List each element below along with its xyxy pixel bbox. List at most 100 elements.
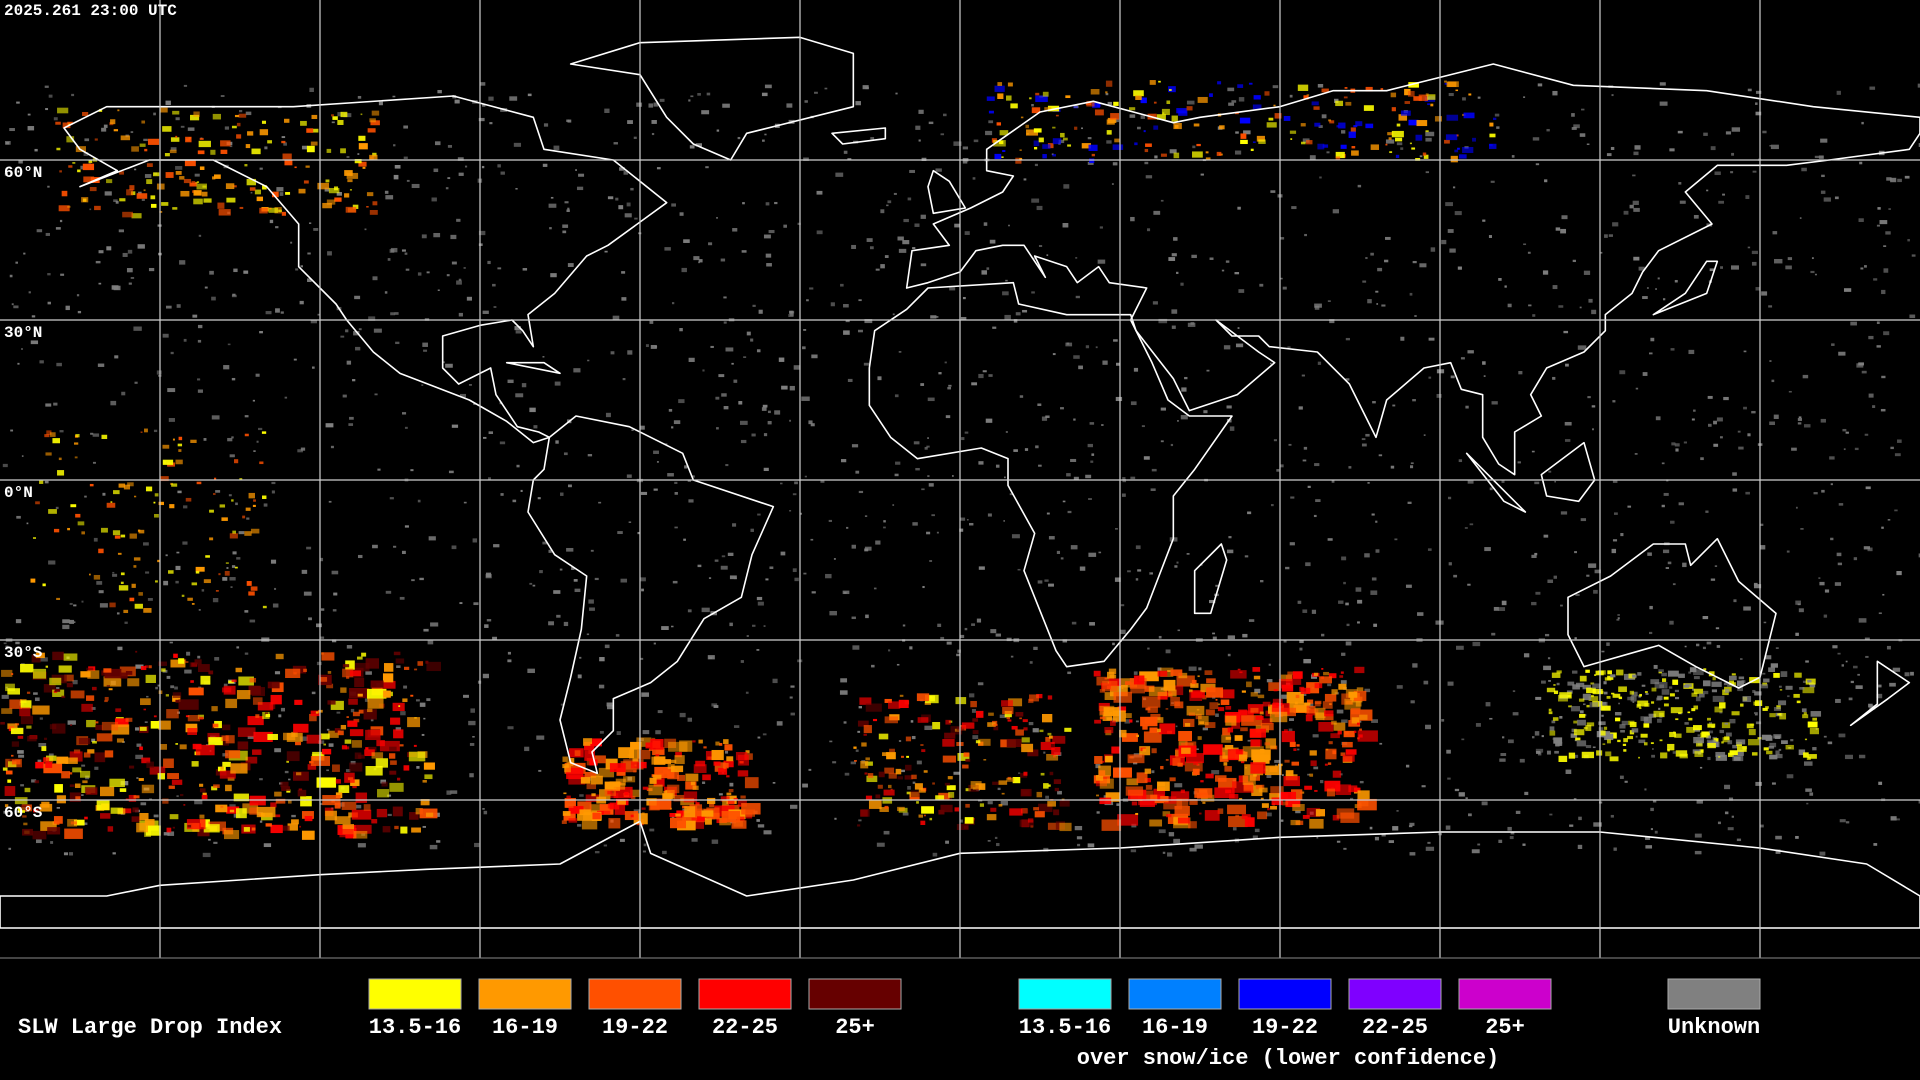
cloud-pixel xyxy=(75,796,81,801)
cloud-pixel xyxy=(303,180,309,184)
cloud-pixel xyxy=(340,111,348,118)
cloud-pixel xyxy=(1702,680,1711,687)
cloud-pixel xyxy=(1541,680,1546,684)
cloud-pixel xyxy=(399,744,404,747)
cloud-pixel xyxy=(672,580,678,584)
cloud-pixel xyxy=(175,459,183,465)
cloud-pixel xyxy=(1166,100,1171,105)
cloud-pixel xyxy=(218,573,221,576)
cloud-pixel xyxy=(512,499,517,503)
cloud-pixel xyxy=(1586,143,1590,146)
cloud-pixel xyxy=(1409,292,1413,296)
cloud-pixel xyxy=(563,813,576,821)
cloud-pixel xyxy=(1119,729,1127,738)
cloud-pixel xyxy=(1858,754,1866,759)
cloud-pixel xyxy=(766,263,772,267)
cloud-pixel xyxy=(36,229,43,233)
cloud-pixel xyxy=(514,326,521,331)
cloud-pixel xyxy=(1310,760,1317,767)
cloud-pixel xyxy=(1033,257,1037,260)
cloud-pixel xyxy=(326,199,336,205)
cloud-pixel xyxy=(1173,838,1181,844)
cloud-pixel xyxy=(1751,752,1758,756)
cloud-pixel xyxy=(1188,689,1193,693)
cloud-pixel xyxy=(239,109,243,113)
cloud-pixel xyxy=(1127,570,1131,573)
cloud-pixel xyxy=(367,128,376,133)
cloud-pixel xyxy=(1650,337,1655,342)
cloud-pixel xyxy=(1122,477,1126,480)
cloud-pixel xyxy=(1845,431,1849,434)
cloud-pixel xyxy=(721,393,727,397)
cloud-pixel xyxy=(1708,722,1713,725)
cloud-pixel xyxy=(1654,830,1658,834)
cloud-pixel xyxy=(1047,695,1053,700)
cloud-pixel xyxy=(1174,125,1179,129)
cloud-pixel xyxy=(564,765,571,773)
cloud-pixel xyxy=(762,404,768,408)
cloud-pixel xyxy=(344,193,350,198)
cloud-pixel xyxy=(335,779,341,784)
cloud-pixel xyxy=(346,676,350,679)
cloud-pixel xyxy=(1090,460,1094,463)
cloud-pixel xyxy=(917,717,929,723)
cloud-pixel xyxy=(723,406,729,410)
cloud-pixel xyxy=(654,345,658,348)
cloud-pixel xyxy=(1447,777,1451,780)
cloud-pixel xyxy=(234,114,240,118)
cloud-pixel xyxy=(56,756,69,764)
cloud-pixel xyxy=(515,330,522,334)
cloud-pixel xyxy=(1230,670,1247,679)
cloud-pixel xyxy=(907,785,911,790)
cloud-pixel xyxy=(497,267,502,270)
cloud-pixel xyxy=(137,244,145,249)
cloud-pixel xyxy=(1878,612,1882,615)
cloud-pixel xyxy=(1620,533,1624,537)
cloud-pixel xyxy=(222,724,231,731)
cloud-pixel xyxy=(1227,635,1236,640)
cloud-pixel xyxy=(1160,153,1167,157)
cloud-pixel xyxy=(1560,228,1567,234)
cloud-pixel xyxy=(1301,374,1305,377)
cloud-pixel xyxy=(920,820,926,826)
cloud-pixel xyxy=(864,546,872,551)
cloud-pixel xyxy=(21,455,24,457)
cloud-pixel xyxy=(1600,251,1603,254)
cloud-pixel xyxy=(45,108,49,111)
cloud-pixel xyxy=(1314,463,1320,467)
cloud-pixel xyxy=(1718,200,1725,204)
cloud-pixel xyxy=(1079,566,1086,571)
cloud-pixel xyxy=(1307,773,1311,776)
cloud-pixel xyxy=(49,432,56,437)
cloud-pixel xyxy=(1754,713,1758,716)
cloud-pixel xyxy=(387,258,391,261)
cloud-pixel xyxy=(45,403,52,407)
cloud-pixel xyxy=(1820,138,1828,143)
cloud-pixel xyxy=(358,135,366,141)
cloud-pixel xyxy=(1706,641,1712,645)
cloud-pixel xyxy=(863,362,870,366)
cloud-pixel xyxy=(234,566,238,569)
cloud-pixel xyxy=(1571,113,1575,117)
cloud-pixel xyxy=(10,727,24,735)
cloud-pixel xyxy=(1105,92,1109,96)
cloud-pixel xyxy=(1064,727,1072,732)
cloud-pixel xyxy=(1067,671,1072,675)
cloud-pixel xyxy=(948,792,955,798)
cloud-pixel xyxy=(1330,733,1340,739)
cloud-pixel xyxy=(259,820,263,823)
cloud-pixel xyxy=(1106,119,1115,125)
cloud-pixel xyxy=(1548,470,1552,473)
cloud-pixel xyxy=(1340,144,1347,149)
cloud-pixel xyxy=(1270,786,1284,794)
cloud-pixel xyxy=(866,238,873,242)
cloud-pixel xyxy=(135,650,138,653)
cloud-pixel xyxy=(925,694,939,704)
cloud-pixel xyxy=(1241,715,1263,726)
cloud-pixel xyxy=(1836,90,1841,95)
cloud-pixel xyxy=(1766,750,1773,755)
cloud-pixel xyxy=(134,495,137,498)
cloud-pixel xyxy=(1663,492,1669,496)
cloud-pixel xyxy=(191,761,199,767)
cloud-pixel xyxy=(48,94,53,98)
